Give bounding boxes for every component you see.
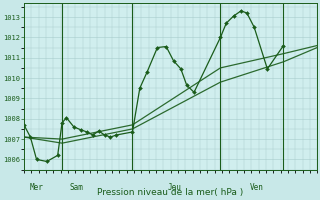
Text: Ven: Ven xyxy=(250,183,264,192)
Text: Mer: Mer xyxy=(30,183,44,192)
Text: Jeu: Jeu xyxy=(168,183,181,192)
Text: Sam: Sam xyxy=(69,183,83,192)
X-axis label: Pression niveau de la mer( hPa ): Pression niveau de la mer( hPa ) xyxy=(98,188,244,197)
